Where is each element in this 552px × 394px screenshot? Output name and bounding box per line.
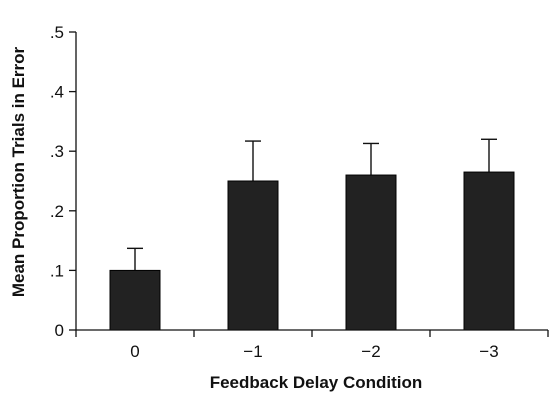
bar (109, 269, 161, 331)
y-tick-label: .5 (50, 23, 64, 42)
y-tick-label: .2 (50, 202, 64, 221)
y-axis-title: Mean Proportion Trials in Error (9, 46, 28, 297)
x-tick-label: −3 (479, 342, 498, 361)
y-tick-label: .4 (50, 83, 64, 102)
y-tick-label: 0 (55, 321, 64, 340)
bar (463, 171, 515, 331)
bar (345, 174, 397, 331)
y-tick-label: .1 (50, 261, 64, 280)
x-tick-label: −1 (243, 342, 262, 361)
y-tick-label: .3 (50, 142, 64, 161)
x-axis-title: Feedback Delay Condition (210, 373, 423, 392)
x-tick-label: 0 (130, 342, 139, 361)
axes-layer: 0 .1 .2 .3 .4 .5 0 −1 −2 −3 (50, 23, 549, 361)
bars-layer (109, 138, 515, 331)
bar (227, 180, 279, 331)
x-tick-label: −2 (361, 342, 380, 361)
